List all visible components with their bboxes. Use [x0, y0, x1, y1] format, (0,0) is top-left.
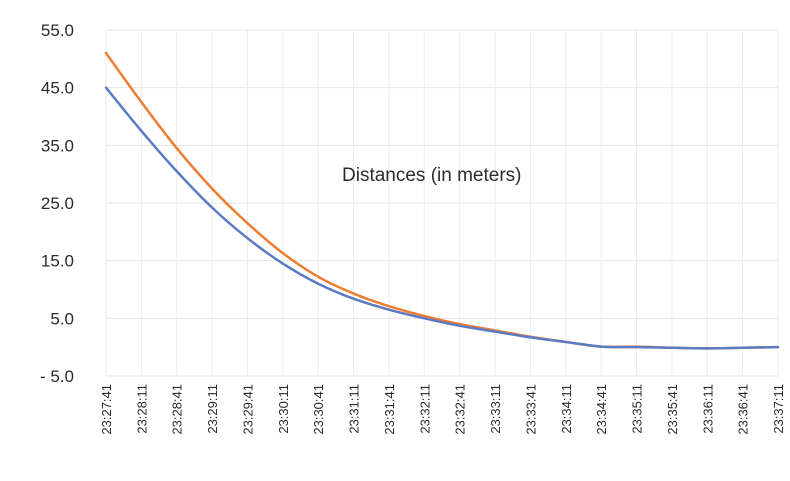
y-tick-label: 55.0 [41, 21, 74, 40]
x-tick-label: 23:32:41 [453, 384, 468, 435]
x-tick-label: 23:36:11 [700, 384, 715, 434]
x-tick-label: 23:31:41 [382, 384, 397, 435]
x-tick-label: 23:34:41 [594, 384, 609, 435]
x-tick-label: 23:30:41 [311, 384, 326, 435]
x-tick-label: 23:35:41 [665, 384, 680, 435]
x-axis-tick-labels: 23:27:41 23:28:11 23:28:41 23:29:11 23:29:41… [99, 384, 786, 435]
x-tick-label: 23:35:11 [630, 384, 645, 434]
x-tick-label: 23:29:11 [205, 384, 220, 434]
y-tick-label: 45.0 [41, 79, 74, 98]
x-tick-label: 23:34:11 [559, 384, 574, 434]
x-tick-label: 23:27:41 [99, 384, 114, 435]
x-tick-label: 23:33:41 [523, 384, 538, 435]
y-tick-label: - 5.0 [40, 367, 74, 386]
x-tick-label: 23:31:11 [347, 384, 362, 434]
y-tick-label: 15.0 [41, 252, 74, 271]
x-tick-label: 23:28:11 [134, 384, 149, 434]
x-tick-label: 23:37:11 [771, 384, 786, 434]
y-tick-label: 25.0 [41, 194, 74, 213]
chart-annotation: Distances (in meters) [342, 165, 522, 186]
gridlines [105, 29, 779, 377]
y-tick-label: 35.0 [41, 136, 74, 155]
x-tick-label: 23:32:11 [417, 384, 432, 434]
x-tick-label: 23:29:41 [240, 384, 255, 435]
x-tick-label: 23:36:41 [736, 384, 751, 435]
x-tick-label: 23:30:11 [276, 384, 291, 434]
series-lines [104, 51, 780, 350]
series-line-2 [104, 86, 780, 350]
y-axis-tick-labels: 55.0 45.0 35.0 25.0 15.0 5.0 - 5.0 [40, 21, 74, 386]
x-tick-label: 23:33:11 [488, 384, 503, 434]
x-tick-label: 23:28:41 [170, 384, 185, 435]
y-tick-label: 5.0 [50, 309, 74, 328]
